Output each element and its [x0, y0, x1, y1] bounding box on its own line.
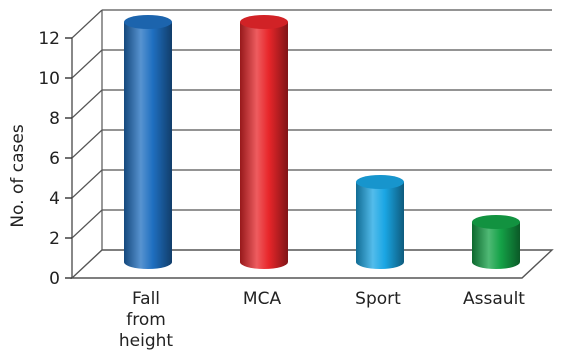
bar-top: [124, 15, 172, 29]
bar-body: [356, 182, 404, 269]
category-label: Fall from height: [119, 289, 174, 351]
gridlines: [71, 9, 552, 250]
gridline-side: [71, 129, 103, 159]
bar-body: [124, 22, 172, 269]
y-axis-title: No. of cases: [8, 124, 28, 227]
y-tick-label: 2: [49, 229, 60, 249]
gridline-side: [71, 169, 103, 199]
gridline-side: [71, 49, 103, 79]
category-label: MCA: [243, 289, 282, 309]
y-axis: 0 2 4 6 8 10 12: [38, 29, 73, 289]
bar-top: [472, 215, 520, 229]
y-tick-label: 6: [49, 149, 60, 169]
bar: [124, 15, 172, 269]
bar: [356, 175, 404, 269]
floor-plane: [70, 249, 554, 279]
gridline-side: [71, 89, 103, 119]
y-tick-label: 0: [49, 269, 60, 289]
bar: [472, 215, 520, 269]
category-label: Assault: [463, 289, 525, 309]
gridline-side: [71, 209, 103, 239]
y-tick-label: 12: [38, 29, 60, 49]
bar: [240, 15, 288, 269]
bar-body: [472, 222, 520, 269]
y-tick-label: 4: [49, 189, 60, 209]
y-tick-label: 10: [38, 69, 60, 89]
bars: [124, 15, 520, 269]
bar-top: [240, 15, 288, 29]
bar-top: [356, 175, 404, 189]
bar-body: [240, 22, 288, 269]
y-tick-label: 8: [49, 109, 60, 129]
chart-floor: [70, 249, 554, 279]
gridline-side: [71, 9, 103, 39]
category-labels: Fall from height MCA Sport Assault: [119, 289, 525, 351]
category-label: Sport: [355, 289, 401, 309]
